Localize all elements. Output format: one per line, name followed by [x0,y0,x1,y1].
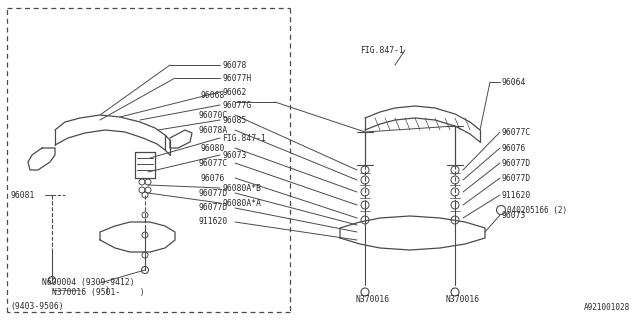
Text: 96077D: 96077D [501,173,531,182]
Text: 96080: 96080 [200,143,225,153]
Text: 96073: 96073 [222,150,246,159]
Text: 911620: 911620 [501,190,531,199]
Text: 96081: 96081 [10,190,35,199]
Text: 96076: 96076 [501,143,525,153]
Text: ): ) [105,285,110,294]
Text: 96070C: 96070C [198,110,227,119]
Text: 96077C: 96077C [501,127,531,137]
Text: N370016 (9501-    ): N370016 (9501- ) [52,289,145,298]
Text: FIG.847-1: FIG.847-1 [360,45,404,54]
Text: N370016: N370016 [445,295,479,305]
Text: 96064: 96064 [501,77,525,86]
Text: 96077G: 96077G [222,100,252,109]
Text: 96077H: 96077H [222,74,252,83]
Text: 96085: 96085 [222,116,246,124]
Text: 96078: 96078 [222,60,246,69]
Text: 96062: 96062 [222,87,246,97]
Text: (9403-9506): (9403-9506) [10,301,63,310]
Text: FIG.847-1: FIG.847-1 [222,133,266,142]
Text: 96077D: 96077D [198,204,227,212]
Text: N600004 (9309-9412): N600004 (9309-9412) [42,278,134,287]
Text: 96068: 96068 [200,91,225,100]
Text: 96077D: 96077D [198,188,227,197]
Text: 96073: 96073 [501,211,525,220]
Text: A921001028: A921001028 [584,303,630,313]
Text: 911620: 911620 [198,218,227,227]
Text: 96076: 96076 [200,173,225,182]
Text: 96080A*A: 96080A*A [222,198,261,207]
Text: 040205166 (2): 040205166 (2) [507,205,567,214]
Text: 96078A: 96078A [198,125,227,134]
Text: 96077C: 96077C [198,158,227,167]
Text: N370016: N370016 [355,295,389,305]
Text: 96080A*B: 96080A*B [222,183,261,193]
Text: 96077D: 96077D [501,158,531,167]
